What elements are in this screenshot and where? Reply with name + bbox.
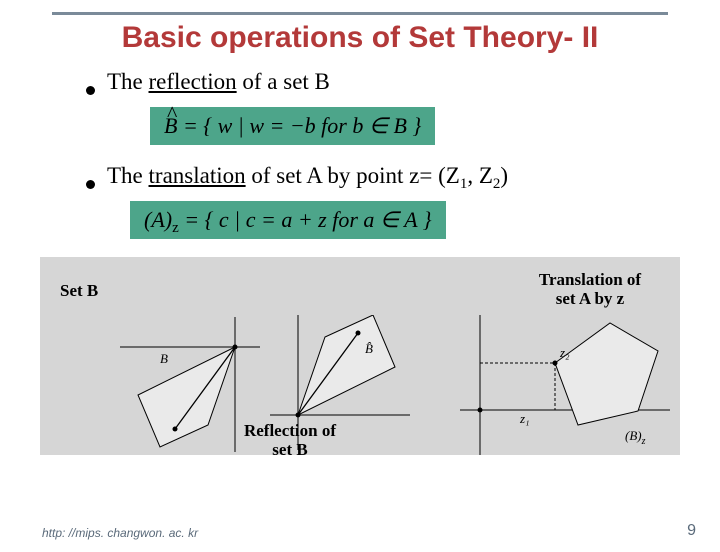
label-set-b: Set B bbox=[60, 282, 98, 301]
page-title: Basic operations of Set Theory- II bbox=[0, 21, 720, 55]
bullet-item-translation: The translation of set A by point z= (Z1… bbox=[86, 163, 680, 189]
diagram-set-b: B bbox=[120, 317, 260, 452]
top-rule bbox=[52, 12, 668, 15]
mark-B: B bbox=[160, 351, 168, 366]
figure-area: Set B Translation of set A by z Reflecti… bbox=[40, 257, 680, 487]
mark-Bhat: B̂ bbox=[365, 341, 373, 356]
bullet-item-reflection: The reflection of a set B bbox=[86, 69, 680, 95]
label-translation: Translation of set A by z bbox=[520, 271, 660, 308]
bullet-icon bbox=[86, 180, 95, 189]
formula-reflection: B = { w | w = −b for b ∈ B } bbox=[150, 107, 435, 145]
symbol-B-hat: B bbox=[164, 113, 177, 139]
mark-z2: z₂ bbox=[559, 345, 570, 360]
bullet-list: The reflection of a set B bbox=[86, 69, 680, 95]
mark-Bz: (B)z bbox=[625, 428, 646, 447]
bullet-list-2: The translation of set A by point z= (Z1… bbox=[86, 163, 680, 189]
bullet-icon bbox=[86, 86, 95, 95]
diagram-translation: z₁ z₂ (B)z bbox=[460, 315, 670, 455]
bullet-text: The translation of set A by point z= (Z1… bbox=[107, 163, 508, 189]
footer-url: http: //mips. changwon. ac. kr bbox=[42, 526, 198, 540]
diagram-reflection: B̂ bbox=[270, 315, 410, 450]
mark-z1: z₁ bbox=[519, 411, 530, 426]
formula-translation: (A)z = { c | c = a + z for a ∈ A } bbox=[130, 201, 446, 239]
bullet-text: The reflection of a set B bbox=[107, 69, 330, 95]
footer-page-number: 9 bbox=[687, 522, 696, 540]
